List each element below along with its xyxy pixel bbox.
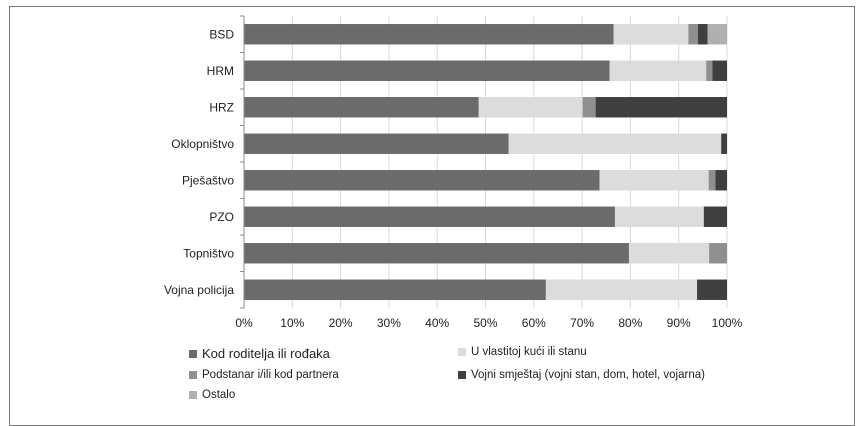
legend-label: Podstanar i/ili kod partnera [202, 369, 339, 381]
bar-segment [614, 206, 704, 227]
bar-segment [707, 24, 727, 45]
x-tick-label: 10% [280, 316, 304, 330]
bar-segment [628, 243, 710, 264]
bar-segment [708, 170, 716, 191]
bar-segment [703, 206, 727, 227]
bar-segment [706, 60, 713, 81]
bar-segment [244, 279, 546, 300]
bar-segment [595, 97, 727, 118]
bar-segment [613, 24, 689, 45]
bar-segment [712, 60, 727, 81]
legend-swatch [458, 348, 466, 356]
legend-swatch [458, 371, 466, 379]
bar-segment [244, 243, 629, 264]
legend-item-podstanar: Podstanar i/ili kod partnera [189, 369, 339, 381]
bar-segment [688, 24, 699, 45]
category-label: Vojna policija [164, 283, 234, 297]
bar-segment [721, 133, 727, 154]
legend-item-kod-roditelja: Kod roditelja ili rođaka [189, 346, 330, 361]
legend-item-ostalo: Ostalo [189, 389, 235, 401]
x-tick-label: 90% [667, 316, 691, 330]
bar-segment [582, 97, 596, 118]
category-label: Topništvo [183, 246, 234, 260]
legend-swatch [189, 391, 197, 399]
bar-segment [697, 279, 727, 300]
bars [244, 24, 727, 300]
bar-segment [244, 206, 615, 227]
legend-label: U vlastitoj kući ili stanu [471, 346, 587, 358]
category-label: BSD [209, 27, 234, 41]
bar-segment [508, 133, 722, 154]
bar-segment [244, 170, 600, 191]
legend-item-vlastita-kuca: U vlastitoj kući ili stanu [458, 346, 587, 358]
x-tick-label: 100% [712, 316, 743, 330]
bar-segment [244, 97, 479, 118]
x-tick-label: 80% [618, 316, 642, 330]
x-tick-label: 50% [473, 316, 497, 330]
bar-segment [599, 170, 709, 191]
x-tick-label: 60% [522, 316, 546, 330]
x-tick-label: 40% [425, 316, 449, 330]
x-tick-label: 20% [329, 316, 353, 330]
legend-label: Kod roditelja ili rođaka [202, 346, 330, 361]
bar-segment [609, 60, 707, 81]
x-tick-label: 0% [235, 316, 253, 330]
category-label: Pješaštvo [182, 173, 234, 187]
bar-segment [715, 170, 727, 191]
legend-swatch [189, 371, 197, 379]
bar-segment [244, 24, 614, 45]
legend-label: Vojni smještaj (vojni stan, dom, hotel, … [471, 369, 705, 381]
x-tick-label: 30% [377, 316, 401, 330]
gridlines [291, 16, 728, 308]
legend-swatch [189, 349, 197, 358]
bar-segment [545, 279, 698, 300]
category-label: HRM [207, 64, 234, 78]
bar-segment [478, 97, 583, 118]
stacked-bar-chart: BSD HRM HRZ Oklopništvo Pješaštvo PZO Topništv… [164, 15, 743, 330]
bar-segment [709, 243, 727, 264]
category-labels: BSD HRM HRZ Oklopništvo Pješaštvo PZO Topništv… [164, 27, 234, 297]
legend-label: Ostalo [202, 389, 236, 401]
category-label: PZO [209, 210, 234, 224]
category-label: HRZ [209, 100, 234, 114]
x-tick-label: 70% [570, 316, 594, 330]
bar-segment [698, 24, 708, 45]
legend-item-vojni-smjestaj: Vojni smještaj (vojni stan, dom, hotel, … [458, 369, 705, 381]
bar-segment [244, 60, 610, 81]
category-axis [240, 15, 245, 309]
x-tick-labels: 0% 10% 20% 30% 40% 50% 60% 70% 80% 90% 100% [235, 316, 742, 330]
category-label: Oklopništvo [171, 137, 234, 151]
bar-segment [244, 133, 509, 154]
